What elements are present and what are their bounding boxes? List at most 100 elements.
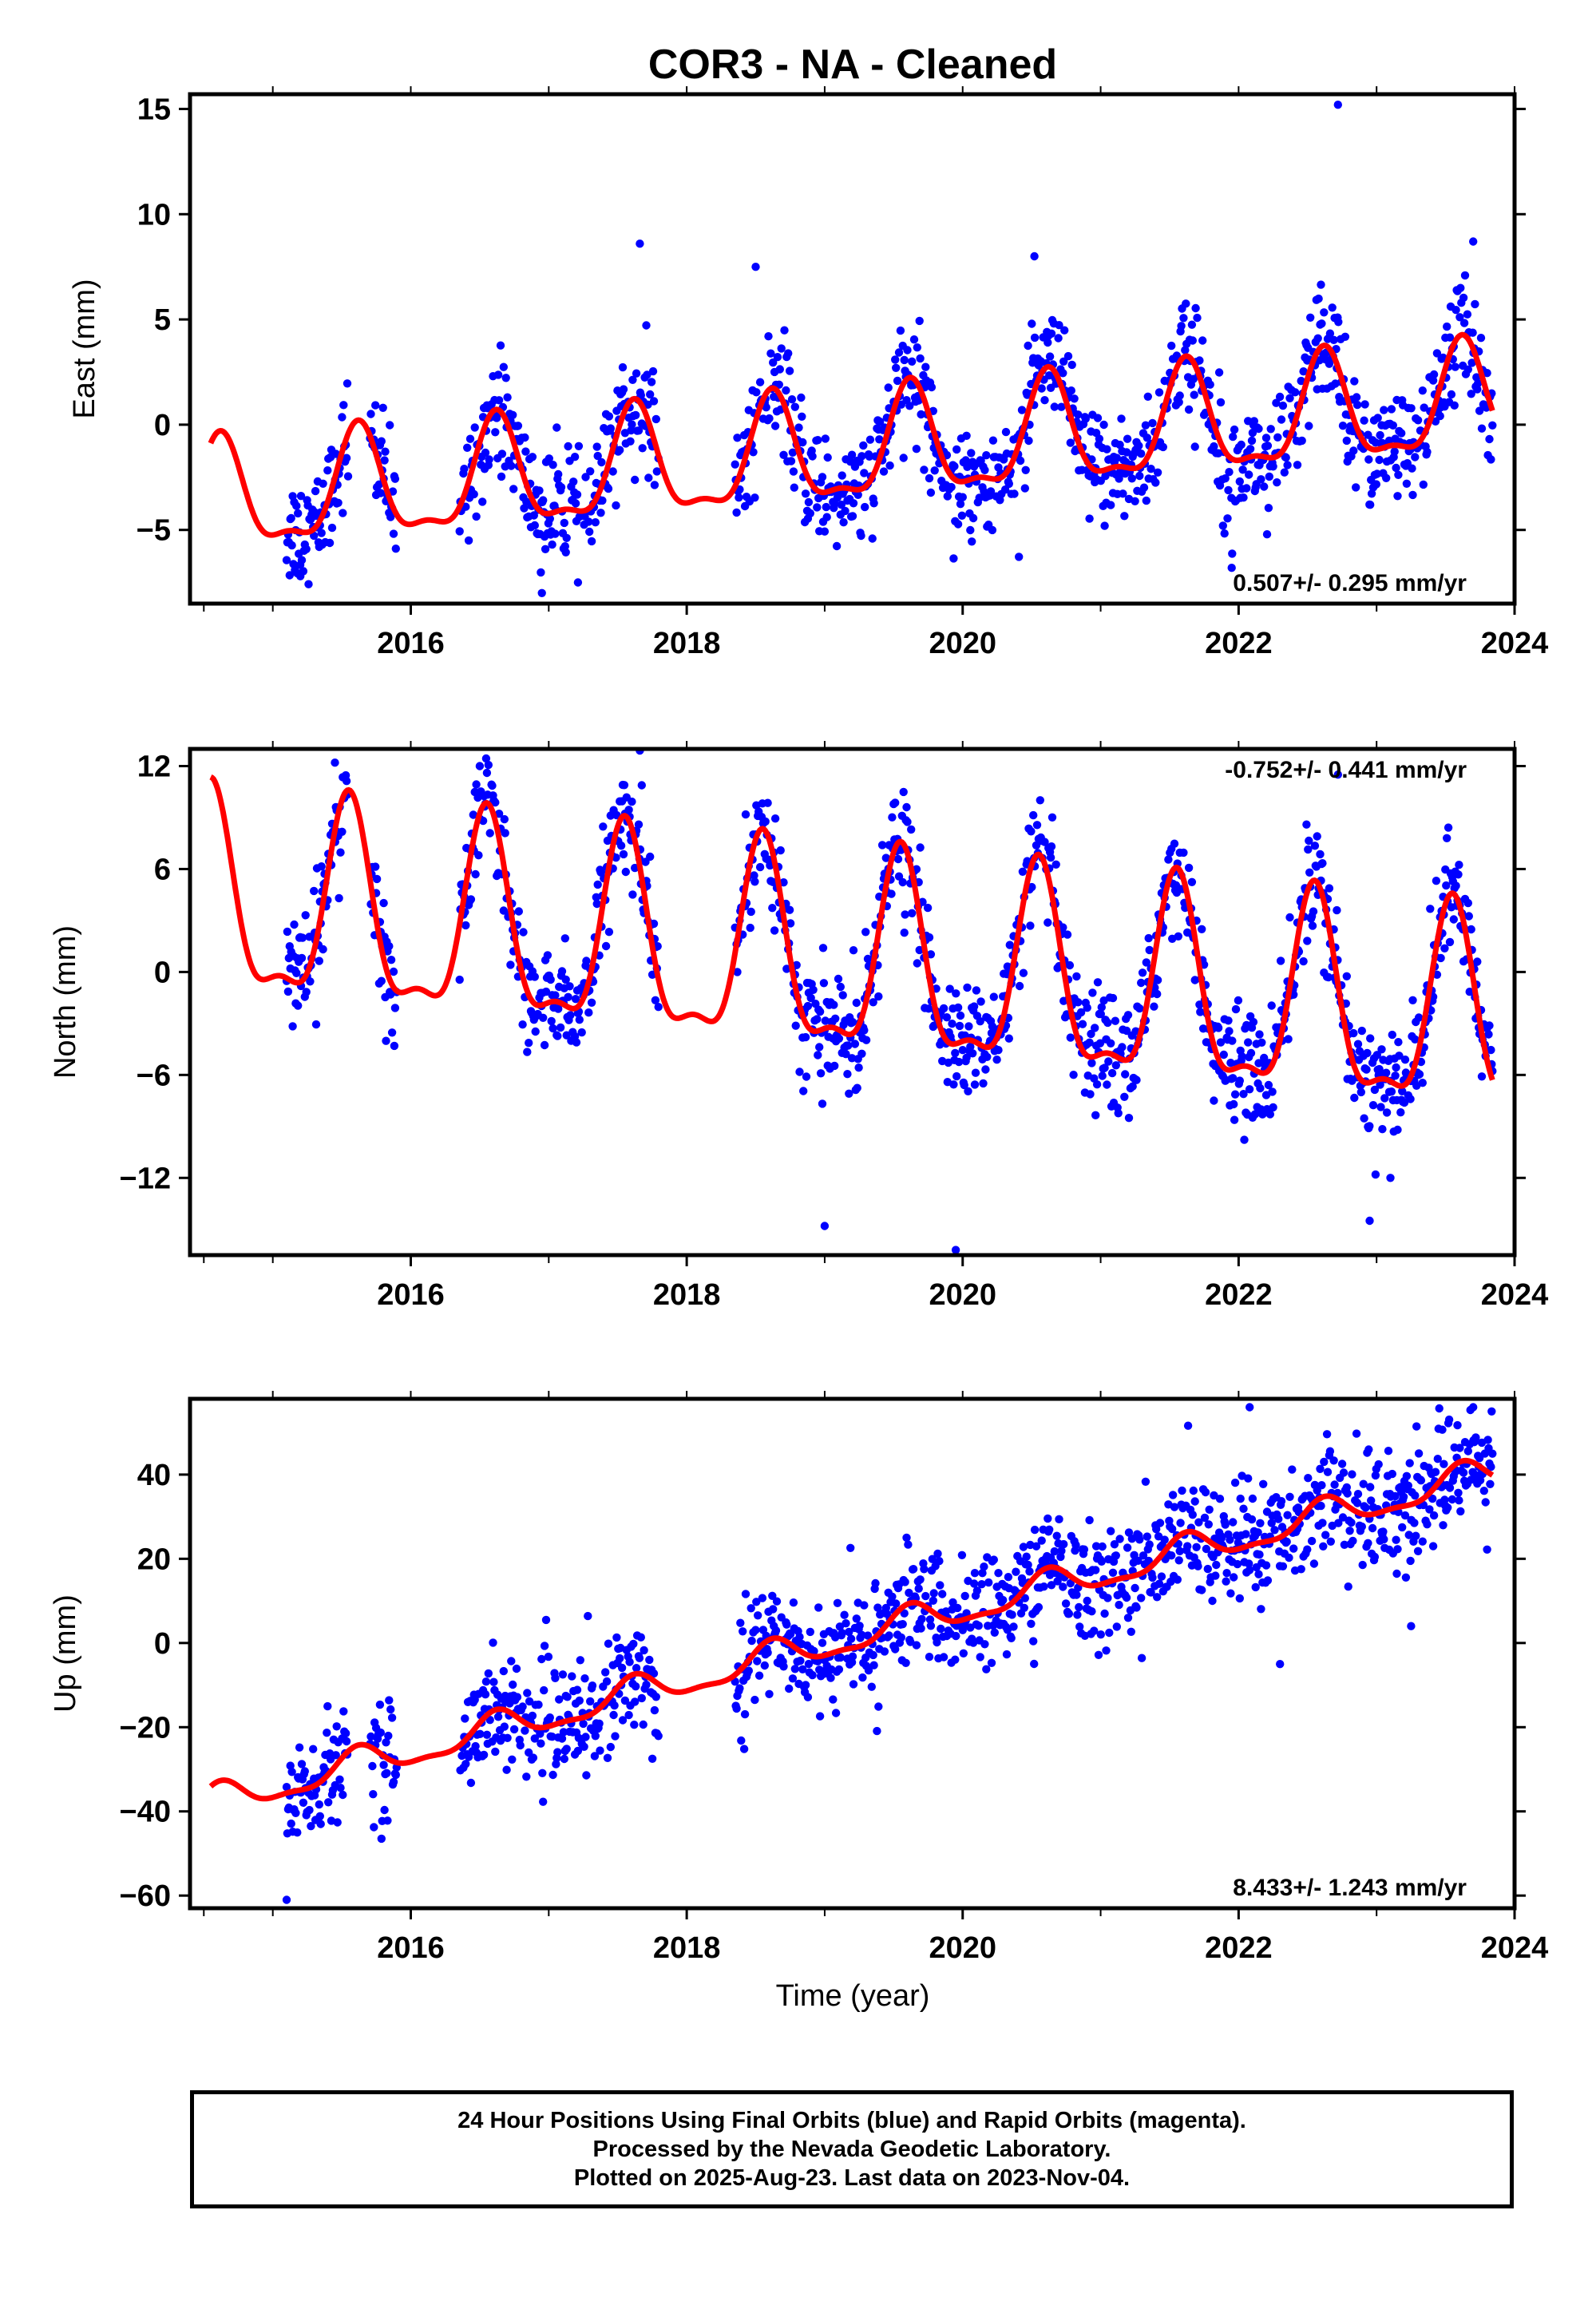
data-point [1076,1008,1086,1017]
data-point [947,482,956,492]
data-point [980,1562,988,1571]
data-point [307,1822,315,1831]
data-point [580,1674,589,1683]
data-point [548,1733,556,1741]
data-point [936,1581,945,1590]
data-point [1373,414,1382,422]
data-point [469,810,477,819]
data-point [1242,484,1251,493]
data-point [747,1636,756,1646]
x-tick-label: 2024 [1481,627,1549,660]
data-point [1475,1475,1485,1485]
data-point [537,1654,546,1664]
data-point [1107,1068,1117,1078]
data-point [1215,1495,1225,1503]
data-point [376,489,385,497]
data-point [1395,1052,1404,1060]
data-point [551,529,560,538]
x-tick-label: 2020 [929,627,996,660]
data-point [801,489,810,498]
data-point [1456,283,1465,292]
data-point [802,1072,811,1081]
data-point [1323,1467,1333,1476]
data-point [1230,1090,1240,1099]
data-point [917,1614,926,1624]
data-point [814,436,822,445]
data-point [383,1816,392,1825]
y-tick-label: 0 [154,956,171,989]
data-point [382,1036,390,1045]
data-point [565,982,574,991]
data-point [642,1680,651,1689]
data-point [637,1693,646,1703]
data-point [795,1067,804,1076]
data-point [1418,1079,1428,1087]
data-point [1240,1135,1249,1144]
data-point [1214,1024,1223,1032]
data-point [834,974,843,984]
data-point [521,1726,529,1735]
outlier-point [1276,1660,1285,1669]
data-point [334,498,343,507]
data-point [1220,529,1229,538]
data-point [929,1589,938,1598]
data-point [905,1588,913,1598]
data-point [559,1728,568,1737]
data-point [574,442,584,450]
data-point [1145,1540,1154,1549]
data-point [476,1729,485,1738]
data-point [1222,1577,1230,1586]
data-point [1372,1051,1382,1059]
data-point [1105,1628,1114,1638]
data-point [823,453,832,462]
data-point [1191,303,1200,313]
outlier-point [282,1895,291,1904]
data-point [848,512,857,521]
data-point [848,1652,857,1661]
data-point [380,456,389,465]
data-point [1083,1004,1091,1012]
data-point [1361,1503,1370,1512]
data-point [1379,1527,1388,1536]
data-point [986,487,996,496]
data-point [1387,1087,1396,1096]
data-point [1103,1594,1112,1602]
data-point [339,509,347,517]
data-point [848,1018,857,1027]
data-point [753,1657,762,1665]
data-point [1037,1536,1046,1545]
data-point [948,1020,956,1028]
data-point [491,798,500,807]
data-point [790,483,798,492]
data-point [927,382,937,392]
data-point [595,1719,604,1728]
data-point [969,1002,979,1011]
data-point [929,1596,938,1606]
data-point [472,780,481,789]
data-point [739,1627,747,1636]
x-tick-label: 2022 [1205,627,1273,660]
data-point [1028,319,1036,328]
data-point [301,911,310,920]
data-point [1483,1375,1491,1383]
data-point [926,950,936,959]
data-point [323,466,332,475]
data-point [539,1013,548,1023]
data-point [618,1716,628,1725]
data-point [576,1656,584,1665]
data-point [830,1000,838,1009]
data-point [625,1658,634,1666]
data-point [342,453,351,462]
data-point [1487,1407,1496,1416]
data-point [1256,1083,1265,1093]
data-point [596,509,605,517]
data-point [582,1771,591,1780]
data-point [1045,1525,1054,1535]
data-point [525,1697,534,1706]
data-point [1123,1614,1133,1622]
data-point [1368,1101,1378,1110]
data-point [592,442,601,451]
data-point [1219,1050,1229,1059]
data-point [1083,1596,1091,1606]
data-point [1411,1491,1420,1500]
